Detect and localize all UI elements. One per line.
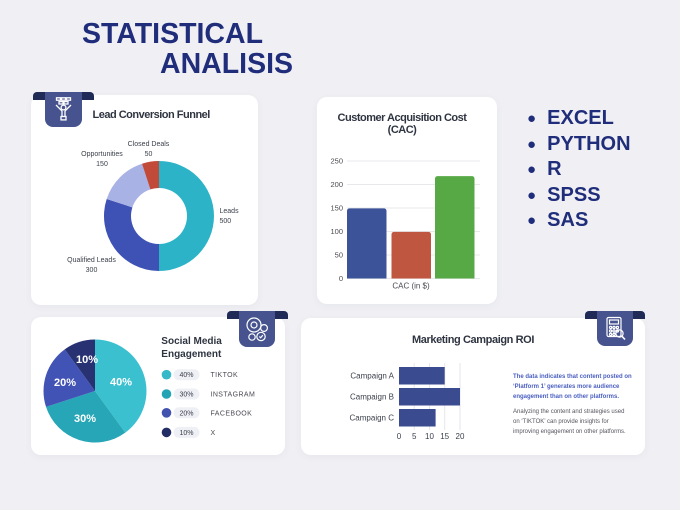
svg-text:Campaign B: Campaign B xyxy=(350,393,394,402)
svg-text:X: X xyxy=(211,430,216,437)
svg-text:50: 50 xyxy=(335,251,343,260)
svg-text:20: 20 xyxy=(456,432,465,441)
svg-text:0: 0 xyxy=(397,432,402,441)
svg-text:20%: 20% xyxy=(54,377,76,389)
svg-text:Campaign C: Campaign C xyxy=(350,414,395,423)
svg-text:CAC (in $): CAC (in $) xyxy=(392,282,430,291)
svg-text:30%: 30% xyxy=(179,392,193,399)
svg-text:5: 5 xyxy=(412,432,417,441)
svg-text:0: 0 xyxy=(339,274,343,283)
svg-text:10: 10 xyxy=(425,432,434,441)
svg-text:40%: 40% xyxy=(110,377,132,389)
svg-text:Campaign A: Campaign A xyxy=(350,372,394,381)
svg-text:20%: 20% xyxy=(179,410,193,417)
svg-text:FACEBOOK: FACEBOOK xyxy=(211,410,253,417)
svg-text:150: 150 xyxy=(330,204,343,213)
svg-text:10%: 10% xyxy=(179,430,193,437)
svg-text:INSTAGRAM: INSTAGRAM xyxy=(211,392,256,399)
svg-text:30%: 30% xyxy=(74,413,96,425)
svg-text:200: 200 xyxy=(330,180,343,189)
svg-text:250: 250 xyxy=(330,157,343,166)
svg-text:10%: 10% xyxy=(76,354,98,366)
svg-text:40%: 40% xyxy=(179,372,193,379)
svg-text:15: 15 xyxy=(440,432,449,441)
svg-text:TIKTOK: TIKTOK xyxy=(211,372,239,379)
svg-text:100: 100 xyxy=(330,227,343,236)
